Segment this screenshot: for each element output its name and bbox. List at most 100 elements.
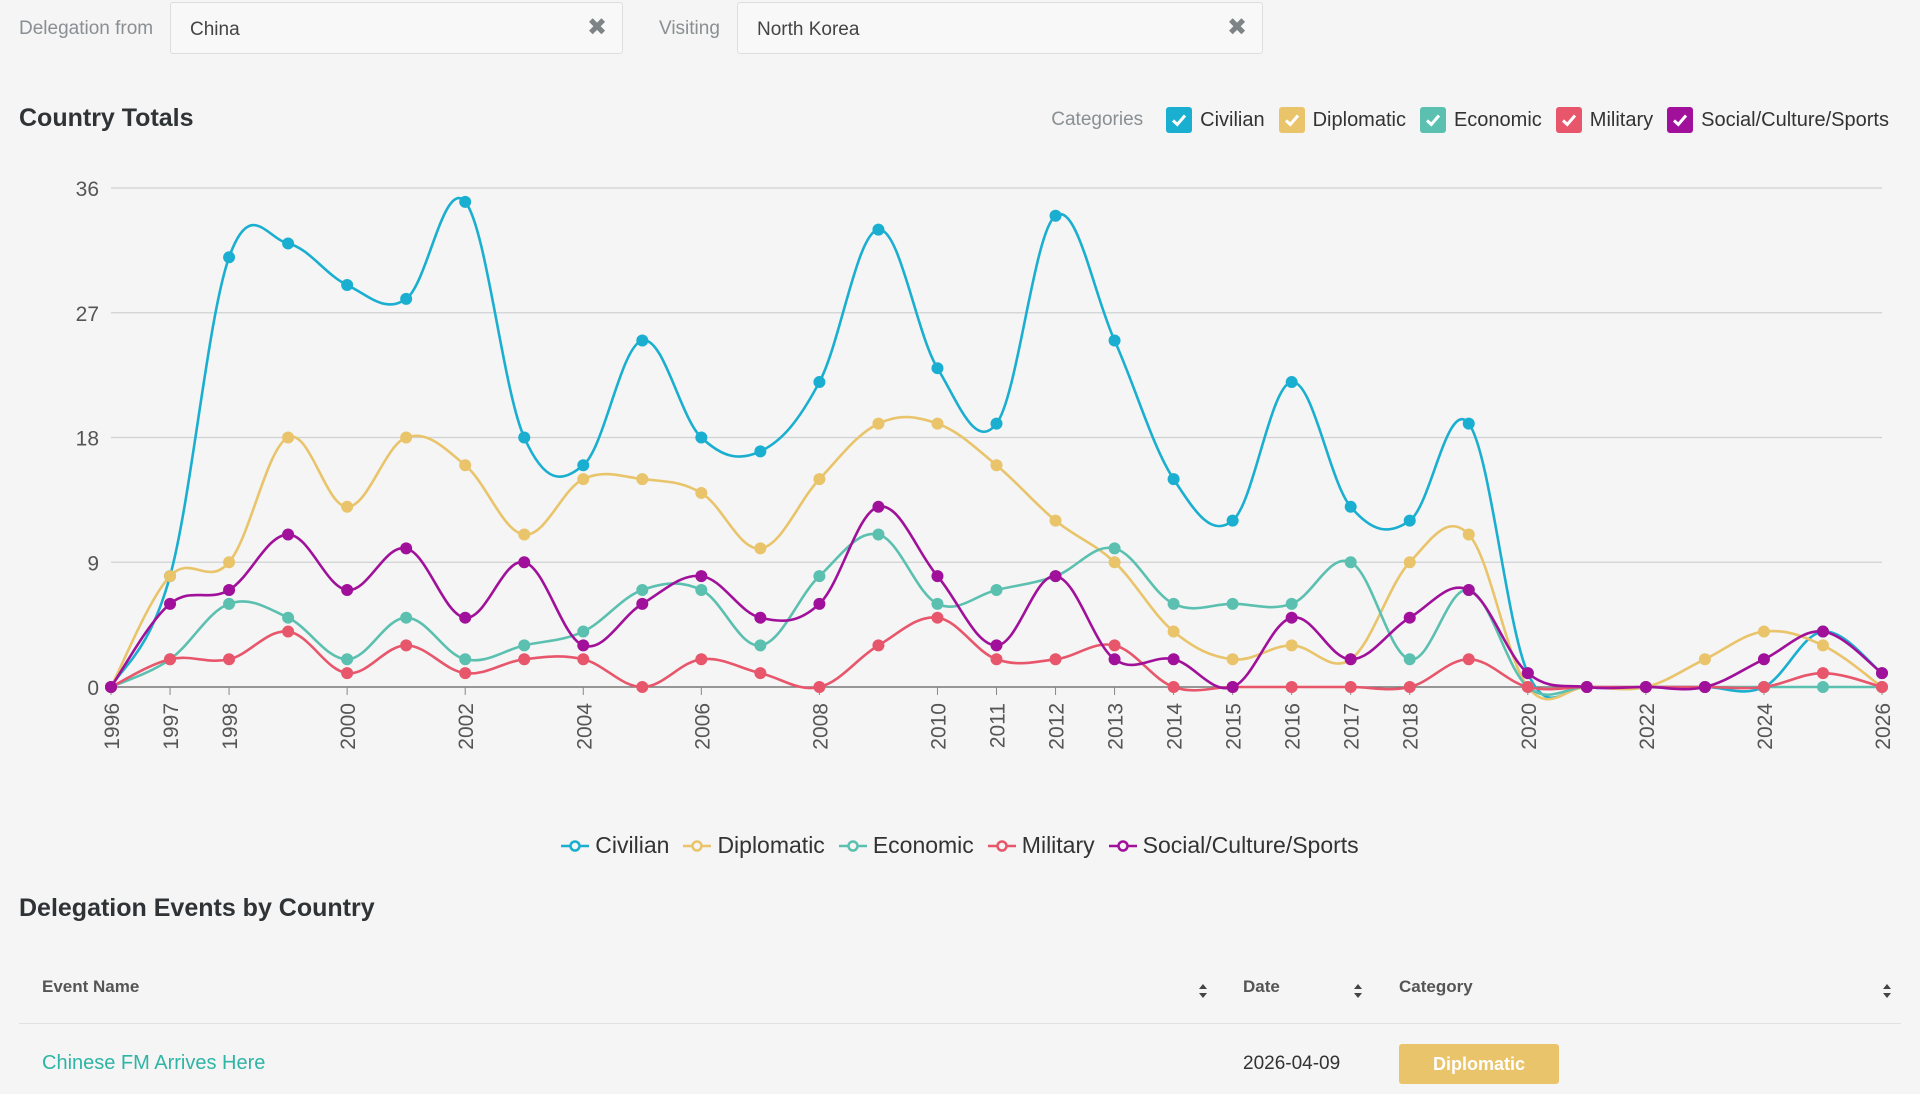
- data-point: [1344, 500, 1357, 513]
- data-point: [341, 667, 354, 680]
- delegation-from-select[interactable]: China ✖: [170, 2, 623, 54]
- data-point: [577, 459, 590, 472]
- data-point: [990, 639, 1003, 652]
- x-tick-label: 2010: [927, 703, 950, 750]
- column-date[interactable]: Date: [1243, 977, 1280, 996]
- data-point: [400, 639, 413, 652]
- data-point: [1226, 514, 1239, 527]
- data-point: [636, 583, 649, 596]
- data-point: [1285, 681, 1298, 693]
- data-point: [636, 334, 649, 347]
- series-line: [109, 415, 1883, 701]
- data-point: [990, 653, 1003, 666]
- data-point: [282, 528, 295, 541]
- data-point: [1521, 681, 1534, 693]
- category-military[interactable]: Military: [1555, 107, 1653, 133]
- data-point: [577, 473, 590, 486]
- category-civilian-label: Civilian: [1200, 108, 1265, 131]
- legend-civilian-marker: [561, 839, 590, 852]
- column-event-name[interactable]: Event Name: [42, 977, 140, 996]
- data-point: [1698, 653, 1711, 666]
- data-point: [459, 653, 472, 666]
- data-point: [872, 500, 885, 513]
- x-tick-label: 2015: [1223, 703, 1246, 750]
- x-tick-label: 2016: [1282, 703, 1305, 750]
- series-line: [110, 616, 1883, 692]
- data-point: [1876, 681, 1888, 693]
- data-point: [1108, 556, 1121, 569]
- legend-military-label: Military: [1021, 832, 1095, 858]
- x-tick-label: 2014: [1164, 703, 1187, 750]
- visiting-select[interactable]: North Korea ✖: [737, 2, 1263, 54]
- data-point: [518, 639, 531, 652]
- sort-date-icon[interactable]: [1353, 982, 1363, 1000]
- data-point: [636, 597, 649, 610]
- data-point: [872, 417, 885, 430]
- data-point: [754, 542, 767, 555]
- sort-event-name-icon[interactable]: [1198, 982, 1208, 1000]
- legend-social[interactable]: Social/Culture/Sports: [1108, 832, 1359, 859]
- x-tick-label: 2000: [337, 703, 360, 750]
- y-tick-label: 27: [76, 303, 99, 326]
- x-tick-label: 1998: [219, 703, 242, 750]
- category-diplomatic[interactable]: Diplomatic: [1278, 107, 1406, 133]
- data-point: [1876, 667, 1888, 680]
- data-point: [1403, 514, 1416, 527]
- x-tick-label: 2012: [1046, 703, 1069, 750]
- x-tick-label: 2026: [1872, 703, 1895, 750]
- data-point: [813, 473, 826, 486]
- data-point: [1462, 583, 1475, 596]
- event-name-link[interactable]: Chinese FM Arrives Here: [42, 1052, 266, 1074]
- delegation-from-value: China: [190, 19, 240, 40]
- data-point: [931, 570, 944, 583]
- legend-economic[interactable]: Economic: [838, 832, 974, 859]
- category-diplomatic-label: Diplomatic: [1312, 108, 1406, 131]
- checkbox-military[interactable]: [1555, 107, 1582, 133]
- data-point: [1462, 653, 1475, 666]
- series-economic: [105, 528, 1888, 697]
- delegation-from-label: Delegation from: [19, 18, 154, 39]
- legend-military[interactable]: Military: [987, 832, 1095, 859]
- data-point: [1757, 625, 1770, 638]
- data-point: [872, 639, 885, 652]
- categories-label: Categories: [1051, 109, 1144, 130]
- data-point: [164, 570, 177, 583]
- sort-category-icon[interactable]: [1882, 982, 1892, 1000]
- data-point: [1108, 639, 1121, 652]
- column-category[interactable]: Category: [1399, 977, 1473, 996]
- legend-diplomatic-marker: [683, 839, 712, 852]
- series-military: [105, 611, 1888, 693]
- legend-diplomatic[interactable]: Diplomatic: [683, 832, 825, 859]
- category-social[interactable]: Social/Culture/Sports: [1667, 107, 1889, 133]
- category-civilian[interactable]: Civilian: [1166, 107, 1265, 133]
- legend-civilian[interactable]: Civilian: [561, 832, 669, 859]
- clear-visiting-icon[interactable]: ✖: [1226, 14, 1248, 41]
- data-point: [1167, 681, 1180, 693]
- chart-grid: [111, 187, 1882, 688]
- data-point: [931, 597, 944, 610]
- data-point: [400, 431, 413, 444]
- data-point: [1285, 611, 1298, 624]
- y-tick-label: 0: [87, 677, 99, 700]
- legend-diplomatic-label: Diplomatic: [717, 832, 825, 858]
- data-point: [990, 417, 1003, 430]
- data-point: [1403, 681, 1416, 693]
- data-point: [1344, 681, 1357, 693]
- checkbox-diplomatic[interactable]: [1278, 107, 1305, 133]
- series-line: [110, 532, 1882, 697]
- checkbox-civilian[interactable]: [1166, 107, 1193, 133]
- checkbox-social[interactable]: [1667, 107, 1694, 133]
- clear-from-icon[interactable]: ✖: [586, 14, 608, 41]
- data-point: [164, 653, 177, 666]
- checkbox-economic[interactable]: [1419, 107, 1446, 133]
- data-point: [754, 611, 767, 624]
- data-point: [282, 611, 295, 624]
- data-point: [695, 486, 708, 499]
- data-point: [1049, 570, 1062, 583]
- visiting-value: North Korea: [757, 19, 860, 40]
- chart-series: [105, 195, 1888, 701]
- x-tick-label: 1996: [101, 703, 124, 750]
- category-economic[interactable]: Economic: [1419, 107, 1542, 133]
- data-point: [518, 556, 531, 569]
- data-point: [1108, 653, 1121, 666]
